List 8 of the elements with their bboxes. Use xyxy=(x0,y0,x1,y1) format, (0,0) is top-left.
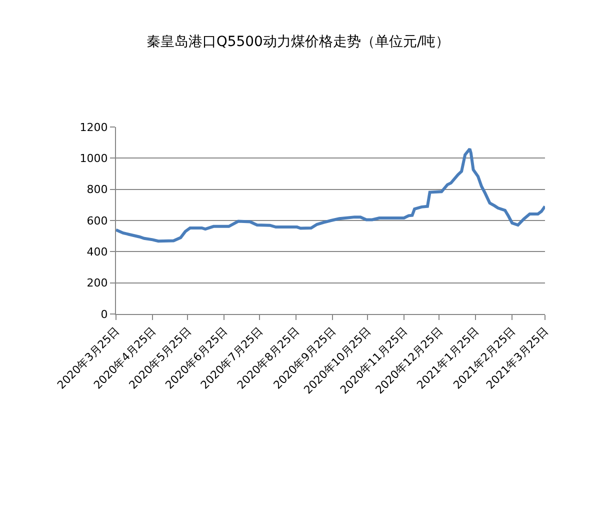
y-tick-label: 600 xyxy=(86,214,108,228)
y-tick-label: 200 xyxy=(86,276,108,290)
y-tick-label: 1200 xyxy=(80,120,108,134)
y-tick-label: 0 xyxy=(100,308,108,321)
y-tick-label: 1000 xyxy=(80,152,108,166)
y-tick-label: 400 xyxy=(86,246,108,259)
y-tick-label: 800 xyxy=(86,183,108,196)
chart-title: 秦皇岛港口Q5500动力煤价格走势（单位元/吨） xyxy=(146,34,450,50)
